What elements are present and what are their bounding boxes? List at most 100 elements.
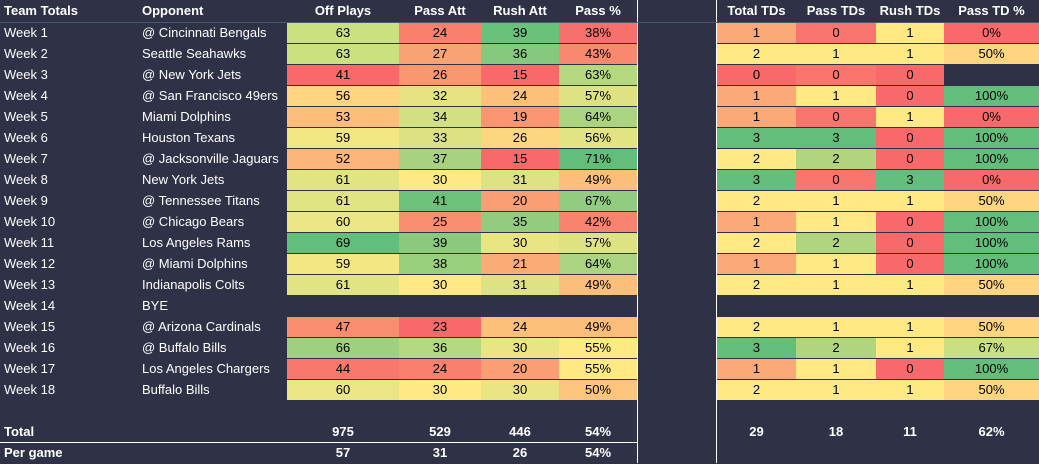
stat-cell-off: 69	[287, 233, 399, 253]
stat-cell-tt: 2	[717, 317, 796, 337]
week-cell: Week 2	[4, 46, 48, 61]
stat-cell-tt	[717, 296, 796, 316]
stat-cell-pt: 1	[796, 44, 876, 64]
stat-cell-pa	[399, 296, 481, 316]
stat-cell-pp: 49%	[559, 275, 637, 295]
stat-cell-off: 47	[287, 317, 399, 337]
week-cell: Week 3	[4, 67, 48, 82]
stat-cell-off	[287, 296, 399, 316]
table-row: Week 12 @ Miami Dolphins 59 38 21 64% 1 1 0 100%	[0, 254, 1039, 275]
week-cell: Week 11	[4, 235, 55, 250]
stat-cell-pt: 1	[796, 359, 876, 379]
stat-cell-pa: 30	[399, 170, 481, 190]
column-header-pa: Pass Att	[414, 3, 466, 18]
table-row: Week 17 Los Angeles Chargers 44 24 20 55% 1 1 0 1…	[0, 359, 1039, 380]
per-game-pp: 54%	[584, 445, 612, 460]
table-row: Week 9 @ Tennessee Titans 61 41 20 67% 2 1 1 50%	[0, 191, 1039, 212]
stat-cell-off: 52	[287, 149, 399, 169]
header-row: Team Totals Opponent Off Plays Pass Att Rush…	[0, 1, 1039, 22]
column-divider-left	[637, 0, 638, 463]
stat-cell-pt: 2	[796, 149, 876, 169]
total-row: Total 975 529 446 54% 29 18 11 62%	[0, 422, 1039, 443]
stat-cell-off: 41	[287, 65, 399, 85]
opponent-cell: @ Arizona Cardinals	[142, 319, 261, 334]
stat-cell-rt: 0	[876, 128, 944, 148]
stat-cell-pa: 24	[399, 359, 481, 379]
stat-cell-rt: 0	[876, 233, 944, 253]
stat-cell-ra: 31	[481, 170, 559, 190]
stat-cell-ptp	[944, 296, 1039, 316]
opponent-cell: Houston Texans	[142, 130, 235, 145]
stat-cell-ptp: 0%	[944, 107, 1039, 127]
stat-cell-rt: 1	[876, 107, 944, 127]
total-rt: 11	[903, 424, 917, 439]
stat-cell-pt: 0	[796, 65, 876, 85]
stat-cell-tt: 0	[717, 65, 796, 85]
total-pt: 18	[828, 424, 844, 439]
stat-cell-ptp: 100%	[944, 86, 1039, 106]
table-row: Week 7 @ Jacksonville Jaguars 52 37 15 71% 2 2 0…	[0, 149, 1039, 170]
stat-cell-rt: 1	[876, 275, 944, 295]
column-header-opp: Opponent	[142, 3, 204, 18]
opponent-cell: Miami Dolphins	[142, 109, 231, 124]
per-game-row: Per game 57 31 26 54%	[0, 443, 1039, 464]
stat-cell-pp: 64%	[559, 254, 637, 274]
stat-cell-pp: 49%	[559, 170, 637, 190]
stat-cell-ptp	[944, 65, 1039, 85]
column-header-tt: Total TDs	[727, 3, 786, 18]
column-divider-right	[716, 0, 717, 463]
table-row: Week 16 @ Buffalo Bills 66 36 30 55% 3 2 1 67%	[0, 338, 1039, 359]
stat-cell-tt: 2	[717, 191, 796, 211]
stat-cell-pa: 26	[399, 65, 481, 85]
column-header-pp: Pass %	[575, 3, 621, 18]
stat-cell-off: 66	[287, 338, 399, 358]
stat-cell-tt: 2	[717, 149, 796, 169]
total-off: 975	[332, 424, 354, 439]
stat-cell-ptp: 100%	[944, 149, 1039, 169]
stat-cell-pa: 36	[399, 338, 481, 358]
opponent-cell: Los Angeles Rams	[142, 235, 251, 250]
stat-cell-ra: 19	[481, 107, 559, 127]
column-header-rt: Rush TDs	[879, 3, 941, 18]
stat-cell-ra	[481, 296, 559, 316]
week-cell: Week 9	[4, 193, 48, 208]
stat-cell-pp: 38%	[559, 23, 637, 43]
stat-cell-off: 56	[287, 86, 399, 106]
stat-cell-ptp: 50%	[944, 317, 1039, 337]
stat-cell-tt: 1	[717, 254, 796, 274]
stat-cell-pp: 64%	[559, 107, 637, 127]
week-cell: Week 15	[4, 319, 56, 334]
opponent-cell: Buffalo Bills	[142, 382, 210, 397]
stat-cell-pa: 33	[399, 128, 481, 148]
stat-cell-pa: 24	[399, 23, 481, 43]
stat-cell-ra: 39	[481, 23, 559, 43]
header-divider	[0, 22, 1039, 23]
week-cell: Week 10	[4, 214, 56, 229]
stat-cell-pt: 1	[796, 191, 876, 211]
column-header-ra: Rush Att	[493, 3, 547, 18]
stat-cell-pt	[796, 296, 876, 316]
table-row: Week 3 @ New York Jets 41 26 15 63% 0 0 0	[0, 65, 1039, 86]
opponent-cell: Indianapolis Colts	[142, 277, 245, 292]
stat-cell-pt: 1	[796, 275, 876, 295]
stat-cell-ra: 21	[481, 254, 559, 274]
table-row: Week 15 @ Arizona Cardinals 47 23 24 49% 2 1 1 50…	[0, 317, 1039, 338]
stat-cell-pa: 41	[399, 191, 481, 211]
stat-cell-pp: 43%	[559, 44, 637, 64]
stat-cell-tt: 2	[717, 275, 796, 295]
week-cell: Week 14	[4, 298, 56, 313]
week-cell: Week 12	[4, 256, 56, 271]
stat-cell-rt: 1	[876, 380, 944, 400]
stat-cell-tt: 1	[717, 86, 796, 106]
stat-cell-tt: 3	[717, 338, 796, 358]
stat-cell-rt: 0	[876, 65, 944, 85]
per-game-label: Per game	[4, 445, 63, 460]
stat-cell-ptp: 0%	[944, 170, 1039, 190]
stat-cell-pp: 55%	[559, 359, 637, 379]
table-row: Week 4 @ San Francisco 49ers 56 32 24 57% 1 1 0 1…	[0, 86, 1039, 107]
total-ra: 446	[509, 424, 531, 439]
stat-cell-off: 61	[287, 275, 399, 295]
stat-cell-pa: 25	[399, 212, 481, 232]
table-row: Week 11 Los Angeles Rams 69 39 30 57% 2 2 0 100%	[0, 233, 1039, 254]
stat-cell-pp: 63%	[559, 65, 637, 85]
